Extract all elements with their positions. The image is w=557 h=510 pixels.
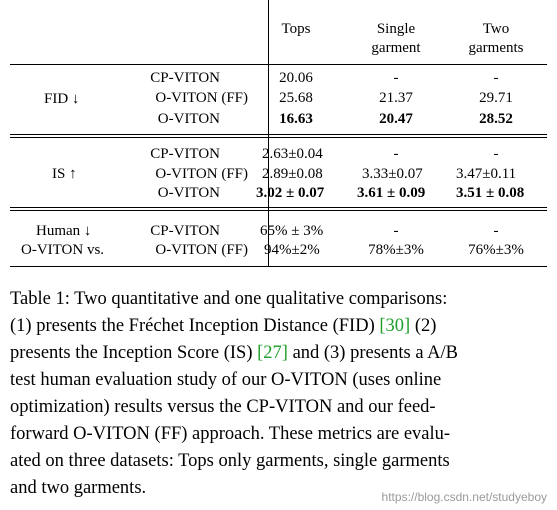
value-cell: 78%±3% (368, 242, 424, 258)
caption-line: ated on three datasets: Tops only garmen… (10, 451, 450, 471)
caption-line: Table 1: Two quantitative and one qualit… (10, 289, 448, 309)
section-label-is: IS ↑ (52, 166, 77, 182)
value-cell: 3.33±0.07 (362, 166, 423, 182)
header-two-line2: garments (468, 40, 524, 56)
value-cell: 2.63±0.04 (262, 146, 323, 162)
method-cell: O-VITON (157, 185, 220, 201)
value-cell: 28.52 (479, 111, 513, 127)
caption-line: and two garments. (10, 478, 147, 498)
value-cell: 3.02 ± 0.07 (256, 185, 325, 201)
value-cell: 3.51 ± 0.08 (456, 185, 525, 201)
rule-double-bottom (10, 137, 547, 138)
citation-link[interactable]: [30] (379, 316, 411, 336)
method-cell: CP-VITON (150, 223, 220, 239)
method-cell: O-VITON (157, 111, 220, 127)
section-label-human-vs: O-VITON vs. (21, 242, 105, 258)
value-cell: - (493, 223, 499, 239)
rule-double-top (10, 207, 547, 208)
value-cell: 3.61 ± 0.09 (357, 185, 426, 201)
value-cell: - (493, 70, 499, 86)
section-label-fid: FID ↓ (44, 91, 80, 107)
value-cell: 65% ± 3% (260, 223, 324, 239)
caption-line: test human evaluation study of our O-VIT… (10, 370, 442, 390)
caption-line: forward O-VITON (FF) approach. These met… (10, 424, 451, 444)
results-table: Tops Single garment Two garments FID ↓ C… (10, 0, 547, 267)
value-cell: - (493, 146, 499, 162)
header-two-line1: Two (482, 21, 510, 37)
rule-bottom (10, 266, 547, 267)
header-tops: Tops (281, 21, 311, 37)
caption-line: optimization) results versus the CP-VITO… (10, 397, 436, 417)
value-cell: 2.89±0.08 (262, 166, 323, 182)
method-cell: CP-VITON (150, 70, 220, 86)
header-single-line2: garment (371, 40, 421, 56)
method-cell: O-VITON (FF) (155, 166, 248, 182)
table-caption: Table 1: Two quantitative and one qualit… (10, 286, 545, 502)
value-cell: 20.06 (279, 70, 313, 86)
method-cell: CP-VITON (150, 146, 220, 162)
caption-line: presents the Inception Score (IS) [27] a… (10, 343, 458, 363)
method-cell: O-VITON (FF) (155, 90, 248, 106)
method-cell: O-VITON (FF) (155, 242, 248, 258)
rule-double-bottom (10, 210, 547, 211)
citation-link[interactable]: [27] (257, 343, 288, 363)
rule-header (10, 64, 547, 65)
value-cell: 29.71 (479, 90, 513, 106)
column-separator (268, 0, 269, 267)
value-cell: 25.68 (279, 90, 313, 106)
value-cell: - (393, 223, 399, 239)
rule-double-top (10, 134, 547, 135)
value-cell: 16.63 (279, 111, 313, 127)
value-cell: 20.47 (379, 111, 413, 127)
header-single-line1: Single (376, 21, 416, 37)
value-cell: - (393, 70, 399, 86)
value-cell: 76%±3% (468, 242, 524, 258)
section-label-human: Human ↓ (36, 223, 92, 239)
caption-line: (1) presents the Fréchet Inception Dista… (10, 316, 437, 336)
value-cell: 3.47±0.11 (456, 166, 517, 182)
value-cell: 21.37 (379, 90, 413, 106)
value-cell: - (393, 146, 399, 162)
watermark: https://blog.csdn.net/studyeboy (381, 490, 547, 504)
value-cell: 94%±2% (264, 242, 320, 258)
